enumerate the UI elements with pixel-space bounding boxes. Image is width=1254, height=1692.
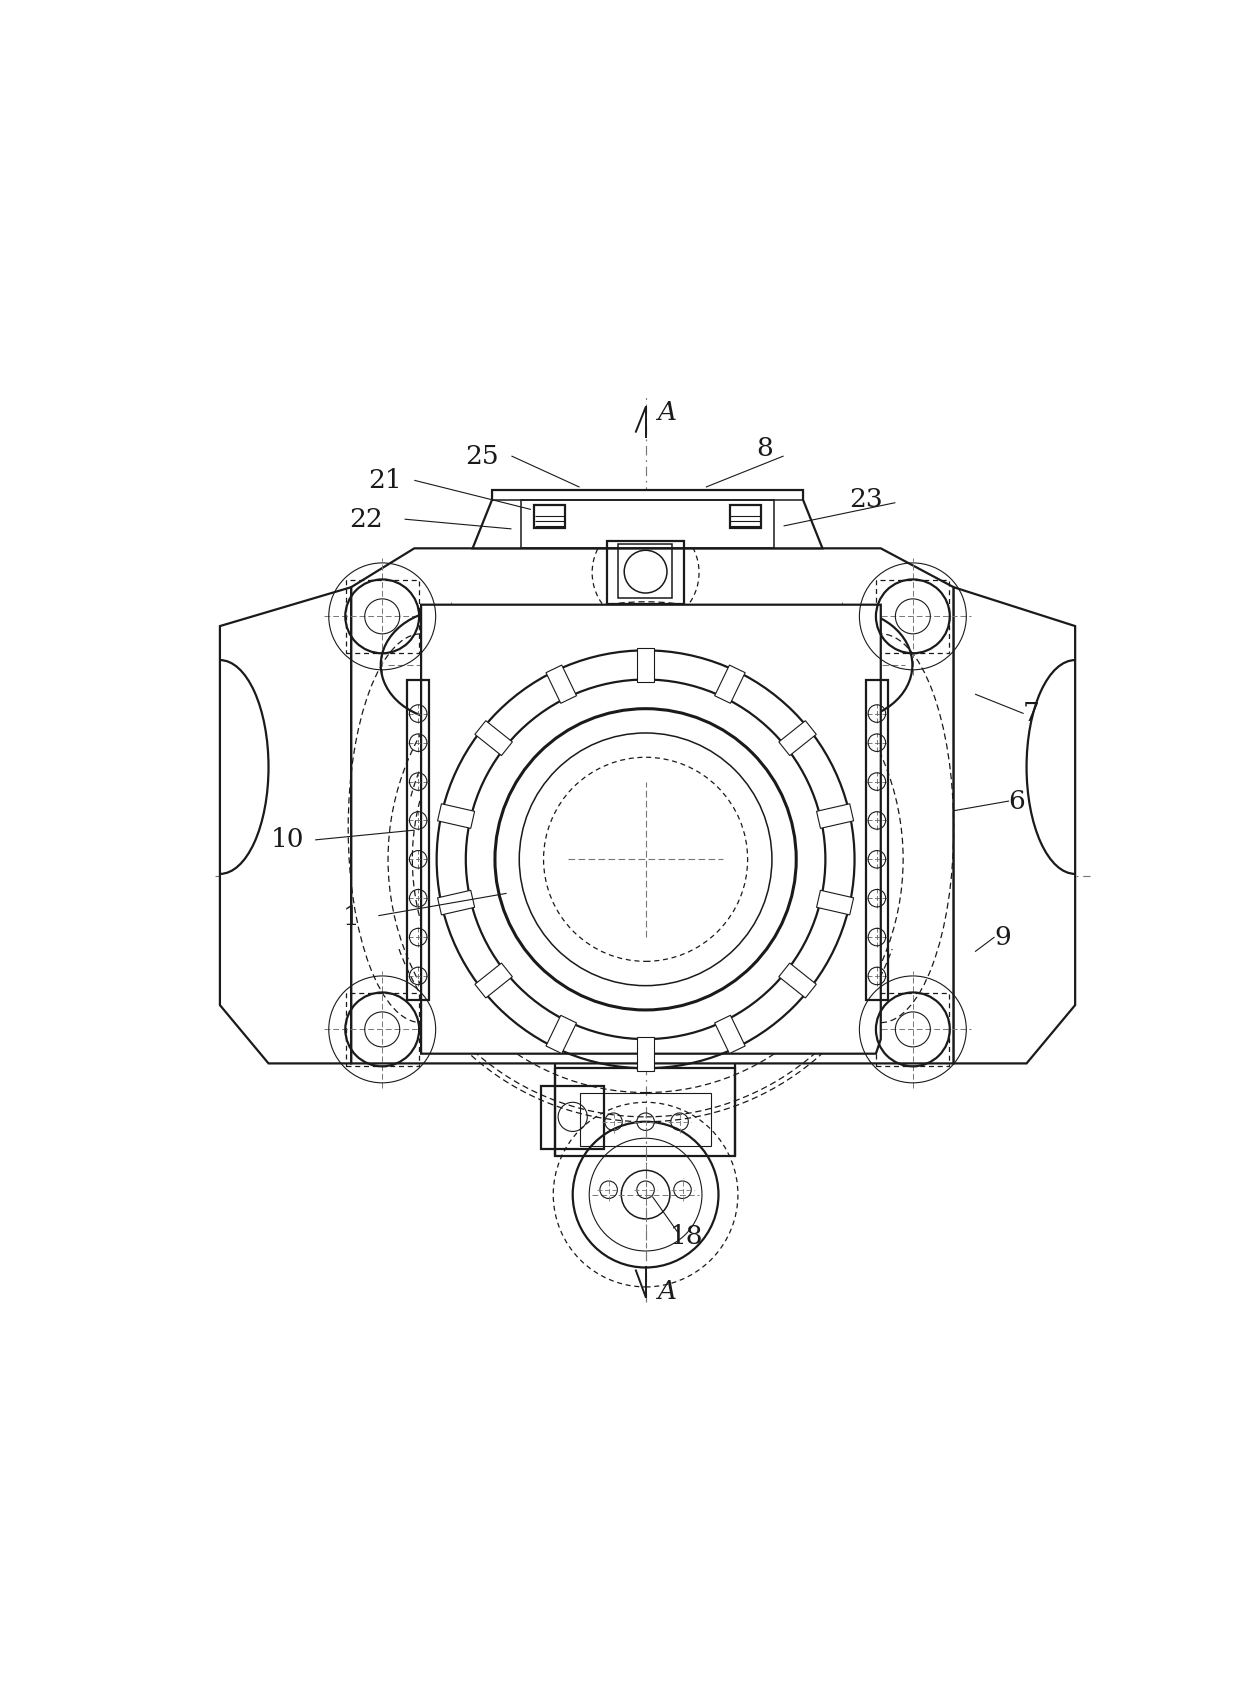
Text: A: A xyxy=(657,399,676,425)
Polygon shape xyxy=(473,491,823,548)
Bar xyxy=(618,545,672,597)
Text: 7: 7 xyxy=(1023,700,1040,726)
Polygon shape xyxy=(954,587,1075,1063)
Text: 1: 1 xyxy=(342,905,360,931)
Text: 8: 8 xyxy=(756,437,772,460)
Bar xyxy=(579,1093,711,1145)
Bar xyxy=(556,1068,735,1156)
Bar xyxy=(426,611,869,1044)
Bar xyxy=(522,499,774,548)
Polygon shape xyxy=(438,804,474,829)
Bar xyxy=(540,1086,604,1149)
Polygon shape xyxy=(545,665,577,704)
Bar xyxy=(877,993,949,1066)
Text: 23: 23 xyxy=(849,487,883,513)
Bar xyxy=(877,580,949,653)
Bar xyxy=(534,504,564,528)
Text: A: A xyxy=(657,1279,676,1305)
Polygon shape xyxy=(715,1015,745,1054)
Polygon shape xyxy=(475,721,513,756)
Polygon shape xyxy=(779,963,816,998)
Polygon shape xyxy=(475,963,513,998)
Text: 25: 25 xyxy=(465,443,499,469)
Text: 6: 6 xyxy=(1008,788,1026,814)
Polygon shape xyxy=(438,890,474,915)
Text: 10: 10 xyxy=(271,827,305,853)
Polygon shape xyxy=(816,890,854,915)
Text: 18: 18 xyxy=(670,1223,703,1249)
Bar xyxy=(346,993,419,1066)
Polygon shape xyxy=(816,804,854,829)
Polygon shape xyxy=(637,1037,655,1071)
Bar xyxy=(730,504,761,528)
Polygon shape xyxy=(219,587,351,1063)
Polygon shape xyxy=(421,604,880,1054)
Polygon shape xyxy=(351,548,954,1063)
Polygon shape xyxy=(545,1015,577,1054)
Bar xyxy=(607,540,685,604)
Bar xyxy=(346,580,419,653)
Bar xyxy=(492,491,803,499)
Bar xyxy=(867,680,888,1000)
Text: 21: 21 xyxy=(369,467,403,492)
Polygon shape xyxy=(779,721,816,756)
Text: 22: 22 xyxy=(349,506,382,531)
Polygon shape xyxy=(715,665,745,704)
Bar xyxy=(408,680,429,1000)
Polygon shape xyxy=(637,648,655,682)
Text: 9: 9 xyxy=(994,924,1011,949)
